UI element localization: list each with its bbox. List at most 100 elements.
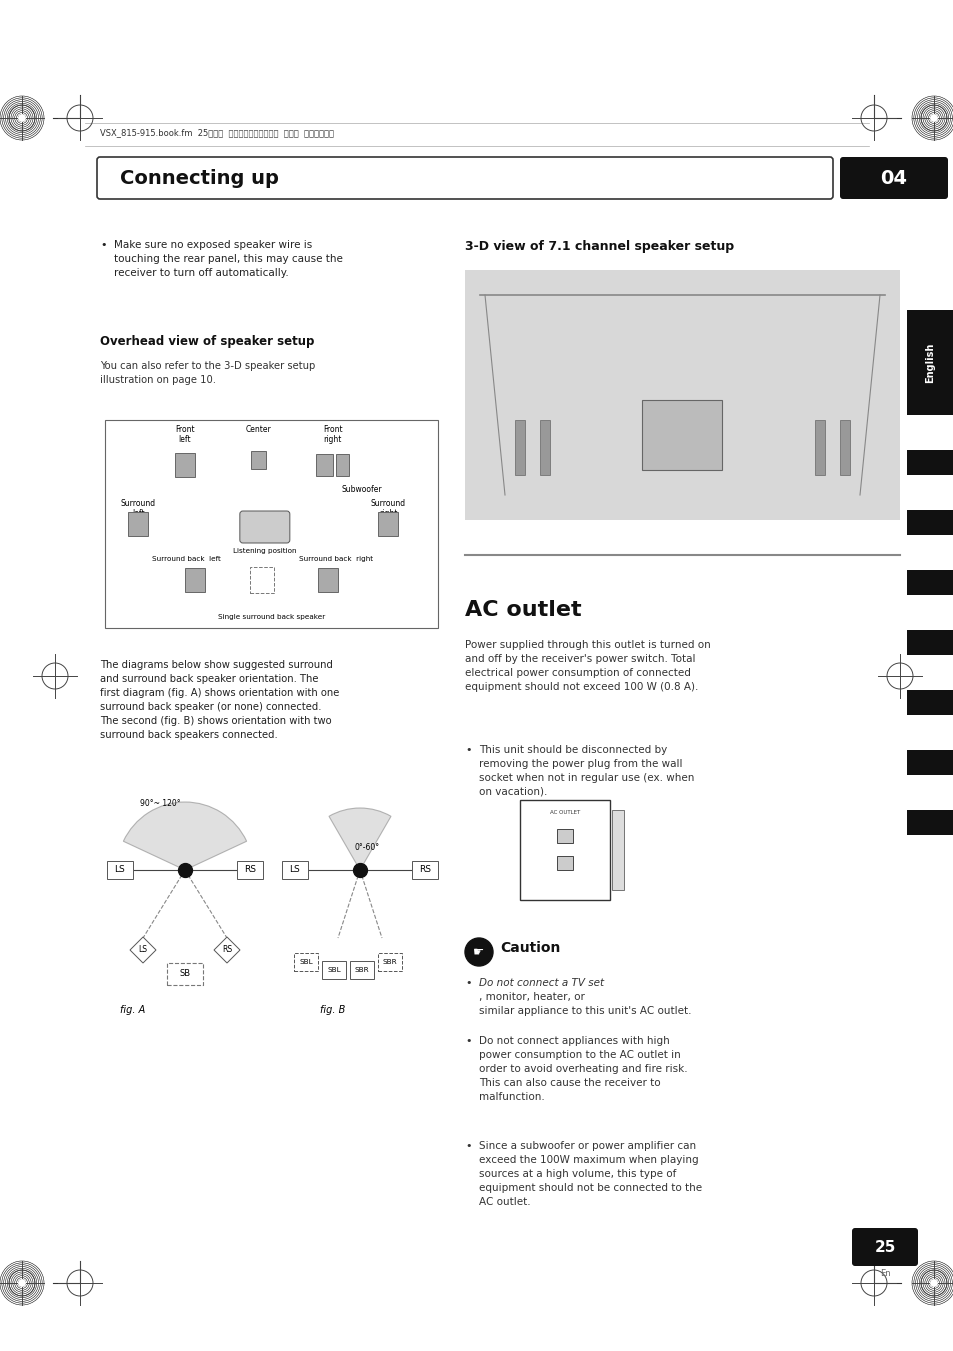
Text: RS: RS bbox=[222, 946, 232, 955]
Circle shape bbox=[20, 116, 24, 120]
Bar bbox=[906, 630, 953, 655]
Text: Surround back  right: Surround back right bbox=[298, 557, 373, 562]
Text: •: • bbox=[464, 744, 471, 755]
FancyBboxPatch shape bbox=[97, 157, 832, 199]
Bar bbox=[519, 800, 609, 900]
Text: Subwoofer: Subwoofer bbox=[341, 485, 381, 494]
Bar bbox=[316, 454, 333, 476]
Circle shape bbox=[931, 116, 935, 120]
Text: Front
right: Front right bbox=[323, 426, 342, 444]
Text: En: En bbox=[879, 1269, 889, 1278]
Text: AC OUTLET: AC OUTLET bbox=[549, 811, 579, 815]
Text: 90°~ 120°: 90°~ 120° bbox=[140, 798, 180, 808]
Bar bbox=[906, 570, 953, 594]
Bar bbox=[814, 420, 824, 476]
FancyBboxPatch shape bbox=[851, 1228, 917, 1266]
Text: 0°-60°: 0°-60° bbox=[355, 843, 379, 852]
Text: fig. A: fig. A bbox=[120, 1005, 145, 1015]
Text: , monitor, heater, or
similar appliance to this unit's AC outlet.: , monitor, heater, or similar appliance … bbox=[478, 992, 691, 1016]
Bar bbox=[557, 830, 573, 843]
Bar bbox=[377, 952, 401, 971]
Text: SBL: SBL bbox=[327, 967, 340, 973]
Text: SBR: SBR bbox=[355, 967, 369, 973]
Bar bbox=[377, 512, 397, 536]
Text: 25: 25 bbox=[873, 1239, 895, 1255]
Bar bbox=[350, 961, 374, 979]
Bar bbox=[107, 861, 132, 880]
Text: ☛: ☛ bbox=[473, 946, 484, 958]
Text: The diagrams below show suggested surround
and surround back speaker orientation: The diagrams below show suggested surrou… bbox=[100, 661, 339, 740]
Circle shape bbox=[18, 115, 26, 122]
Circle shape bbox=[18, 1279, 26, 1286]
Text: RS: RS bbox=[244, 866, 255, 874]
Text: English: English bbox=[924, 342, 934, 382]
FancyBboxPatch shape bbox=[840, 157, 947, 199]
Text: Do not connect appliances with high
power consumption to the AC outlet in
order : Do not connect appliances with high powe… bbox=[478, 1036, 687, 1102]
Text: LS: LS bbox=[114, 866, 125, 874]
Text: SBR: SBR bbox=[382, 959, 396, 965]
Text: Make sure no exposed speaker wire is
touching the rear panel, this may cause the: Make sure no exposed speaker wire is tou… bbox=[113, 240, 342, 278]
Bar bbox=[906, 750, 953, 775]
Bar bbox=[282, 861, 308, 880]
Text: Front
left: Front left bbox=[175, 426, 194, 444]
Text: Overhead view of speaker setup: Overhead view of speaker setup bbox=[100, 335, 314, 349]
Bar bbox=[317, 567, 337, 592]
Bar bbox=[128, 512, 148, 536]
Bar bbox=[906, 309, 953, 415]
Text: RS: RS bbox=[418, 866, 431, 874]
Text: 04: 04 bbox=[880, 169, 906, 188]
Bar bbox=[641, 400, 721, 470]
Text: •: • bbox=[464, 978, 471, 988]
Circle shape bbox=[929, 115, 937, 122]
Bar bbox=[167, 963, 203, 985]
Text: Surround
left: Surround left bbox=[121, 499, 155, 519]
Circle shape bbox=[464, 938, 493, 966]
Bar bbox=[612, 811, 623, 890]
Bar bbox=[906, 690, 953, 715]
Circle shape bbox=[929, 1279, 937, 1288]
Text: SBL: SBL bbox=[299, 959, 313, 965]
Text: Listening position: Listening position bbox=[233, 549, 296, 554]
Bar bbox=[185, 567, 205, 592]
Circle shape bbox=[929, 1279, 937, 1286]
Text: Caution: Caution bbox=[499, 942, 559, 955]
Text: Connecting up: Connecting up bbox=[120, 169, 278, 188]
FancyBboxPatch shape bbox=[239, 511, 290, 543]
Bar bbox=[105, 420, 437, 628]
Text: LS: LS bbox=[290, 866, 300, 874]
Bar bbox=[236, 861, 263, 880]
Bar bbox=[840, 420, 849, 476]
Polygon shape bbox=[130, 938, 156, 963]
Text: You can also refer to the 3-D speaker setup
illustration on page 10.: You can also refer to the 3-D speaker se… bbox=[100, 361, 314, 385]
Text: Since a subwoofer or power amplifier can
exceed the 100W maximum when playing
so: Since a subwoofer or power amplifier can… bbox=[478, 1142, 701, 1206]
Text: VSX_815-915.book.fm  25ページ  ２００４年１２月８日  水曜日  午後４時３分: VSX_815-915.book.fm 25ページ ２００４年１２月８日 水曜日… bbox=[100, 128, 334, 136]
Text: Surround back  left: Surround back left bbox=[152, 557, 221, 562]
Bar bbox=[464, 270, 899, 520]
Text: Do not connect a TV set: Do not connect a TV set bbox=[478, 978, 603, 988]
Bar bbox=[557, 857, 573, 870]
Text: AC outlet: AC outlet bbox=[464, 600, 581, 620]
Polygon shape bbox=[213, 938, 240, 963]
Bar bbox=[906, 811, 953, 835]
Circle shape bbox=[931, 1281, 935, 1285]
Bar bbox=[335, 454, 349, 476]
Text: •: • bbox=[464, 1036, 471, 1046]
Wedge shape bbox=[123, 802, 247, 870]
Text: Surround
right: Surround right bbox=[370, 499, 405, 519]
Text: Single surround back speaker: Single surround back speaker bbox=[217, 613, 325, 620]
Text: •: • bbox=[100, 240, 107, 250]
Text: fig. B: fig. B bbox=[319, 1005, 345, 1015]
Bar bbox=[251, 451, 265, 469]
Text: 3-D view of 7.1 channel speaker setup: 3-D view of 7.1 channel speaker setup bbox=[464, 240, 734, 253]
Text: SB: SB bbox=[179, 970, 191, 978]
Bar bbox=[539, 420, 550, 476]
Circle shape bbox=[929, 113, 937, 122]
Bar bbox=[906, 509, 953, 535]
Bar bbox=[294, 952, 317, 971]
Bar bbox=[515, 420, 524, 476]
Bar bbox=[906, 450, 953, 476]
Text: This unit should be disconnected by
removing the power plug from the wall
socket: This unit should be disconnected by remo… bbox=[478, 744, 694, 797]
Bar bbox=[412, 861, 437, 880]
Circle shape bbox=[18, 1279, 26, 1288]
Text: LS: LS bbox=[138, 946, 148, 955]
